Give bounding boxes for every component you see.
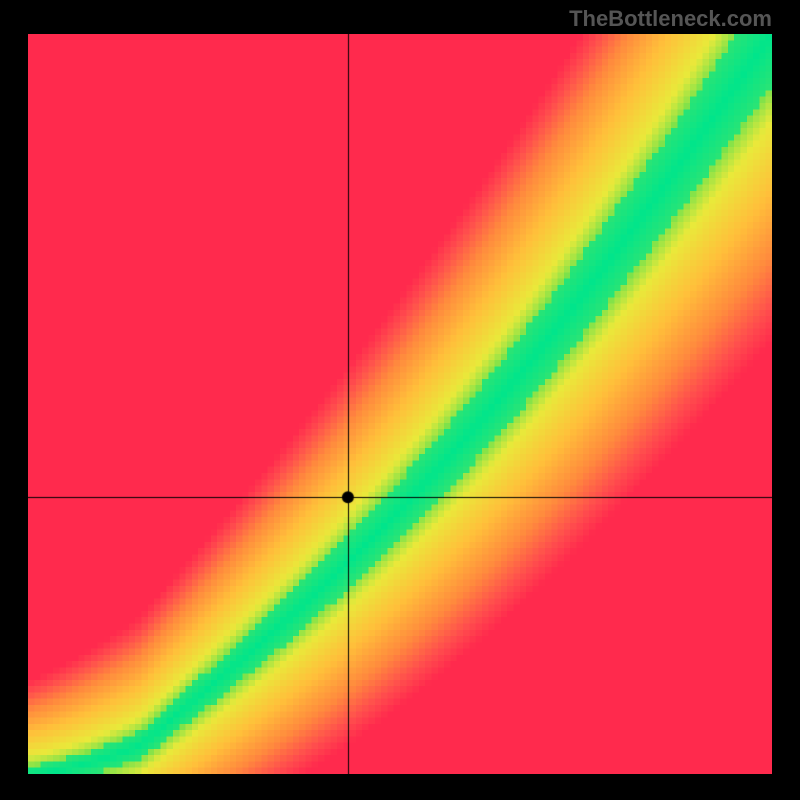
heatmap-canvas [28, 34, 772, 774]
watermark-text: TheBottleneck.com [569, 6, 772, 32]
chart-container: TheBottleneck.com [0, 0, 800, 800]
